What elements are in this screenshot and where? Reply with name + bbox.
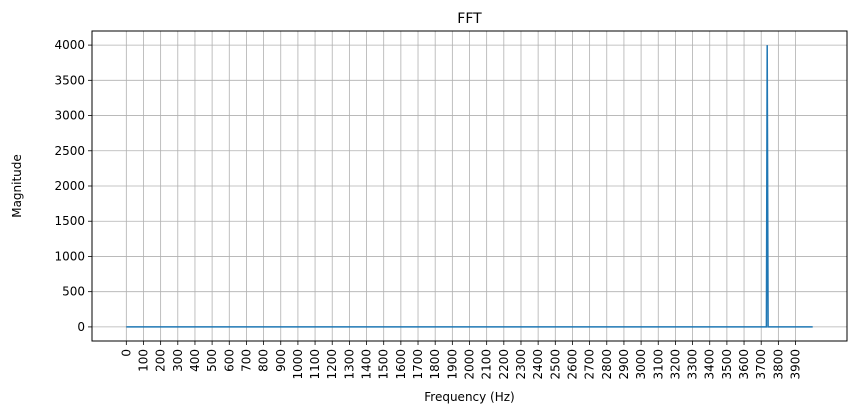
y-tick-label: 4000 xyxy=(54,38,85,52)
x-tick-label: 2800 xyxy=(600,349,614,380)
x-tick-label: 700 xyxy=(239,349,253,372)
x-tick-label: 1300 xyxy=(342,349,356,380)
x-tick-label: 3200 xyxy=(668,349,682,380)
x-tick-label: 1600 xyxy=(394,349,408,380)
x-axis-ticks: 0 100 200 300 400 500 600 700 800 900 1000 1100 1200… xyxy=(119,341,803,380)
x-tick-label: 3000 xyxy=(634,349,648,380)
y-tick-label: 1000 xyxy=(54,249,85,263)
x-tick-label: 1100 xyxy=(308,349,322,380)
x-tick-label: 2000 xyxy=(463,349,477,380)
y-tick-label: 2000 xyxy=(54,179,85,193)
x-tick-label: 0 xyxy=(119,349,133,357)
x-tick-label: 3100 xyxy=(651,349,665,380)
x-tick-label: 3500 xyxy=(720,349,734,380)
y-tick-label: 2500 xyxy=(54,144,85,158)
x-tick-label: 2100 xyxy=(480,349,494,380)
x-tick-label: 3900 xyxy=(789,349,803,380)
y-tick-label: 3000 xyxy=(54,109,85,123)
x-tick-label: 900 xyxy=(274,349,288,372)
x-tick-label: 1900 xyxy=(445,349,459,380)
y-tick-label: 3500 xyxy=(54,73,85,87)
x-tick-label: 2600 xyxy=(565,349,579,380)
chart-title: FFT xyxy=(457,11,482,27)
x-tick-label: 1400 xyxy=(360,349,374,380)
x-tick-label: 300 xyxy=(171,349,185,372)
x-tick-label: 2400 xyxy=(531,349,545,380)
x-tick-label: 1200 xyxy=(325,349,339,380)
x-tick-label: 2300 xyxy=(514,349,528,380)
x-tick-label: 200 xyxy=(154,349,168,372)
y-axis-label: Magnitude xyxy=(10,154,24,218)
y-axis-ticks: 0 500 1000 1500 2000 2500 3000 3500 4000 xyxy=(54,38,92,334)
x-tick-label: 1000 xyxy=(291,349,305,380)
x-tick-label: 2200 xyxy=(497,349,511,380)
grid-lines xyxy=(92,31,847,341)
x-tick-label: 2500 xyxy=(548,349,562,380)
x-tick-label: 400 xyxy=(188,349,202,372)
x-tick-label: 3300 xyxy=(686,349,700,380)
x-tick-label: 2900 xyxy=(617,349,631,380)
x-tick-label: 1800 xyxy=(428,349,442,380)
y-tick-label: 0 xyxy=(77,320,85,334)
x-tick-label: 800 xyxy=(257,349,271,372)
x-tick-label: 2700 xyxy=(583,349,597,380)
y-tick-label: 500 xyxy=(62,285,85,299)
x-tick-label: 600 xyxy=(222,349,236,372)
x-tick-label: 1700 xyxy=(411,349,425,380)
x-tick-label: 1500 xyxy=(377,349,391,380)
x-tick-label: 3800 xyxy=(771,349,785,380)
x-tick-label: 500 xyxy=(205,349,219,372)
x-tick-label: 3600 xyxy=(737,349,751,380)
series-line xyxy=(126,45,813,328)
series-layer xyxy=(126,45,813,328)
x-tick-label: 100 xyxy=(136,349,150,372)
y-tick-label: 1500 xyxy=(54,214,85,228)
x-axis-label: Frequency (Hz) xyxy=(424,390,515,404)
x-tick-label: 3700 xyxy=(754,349,768,380)
x-tick-label: 3400 xyxy=(703,349,717,380)
